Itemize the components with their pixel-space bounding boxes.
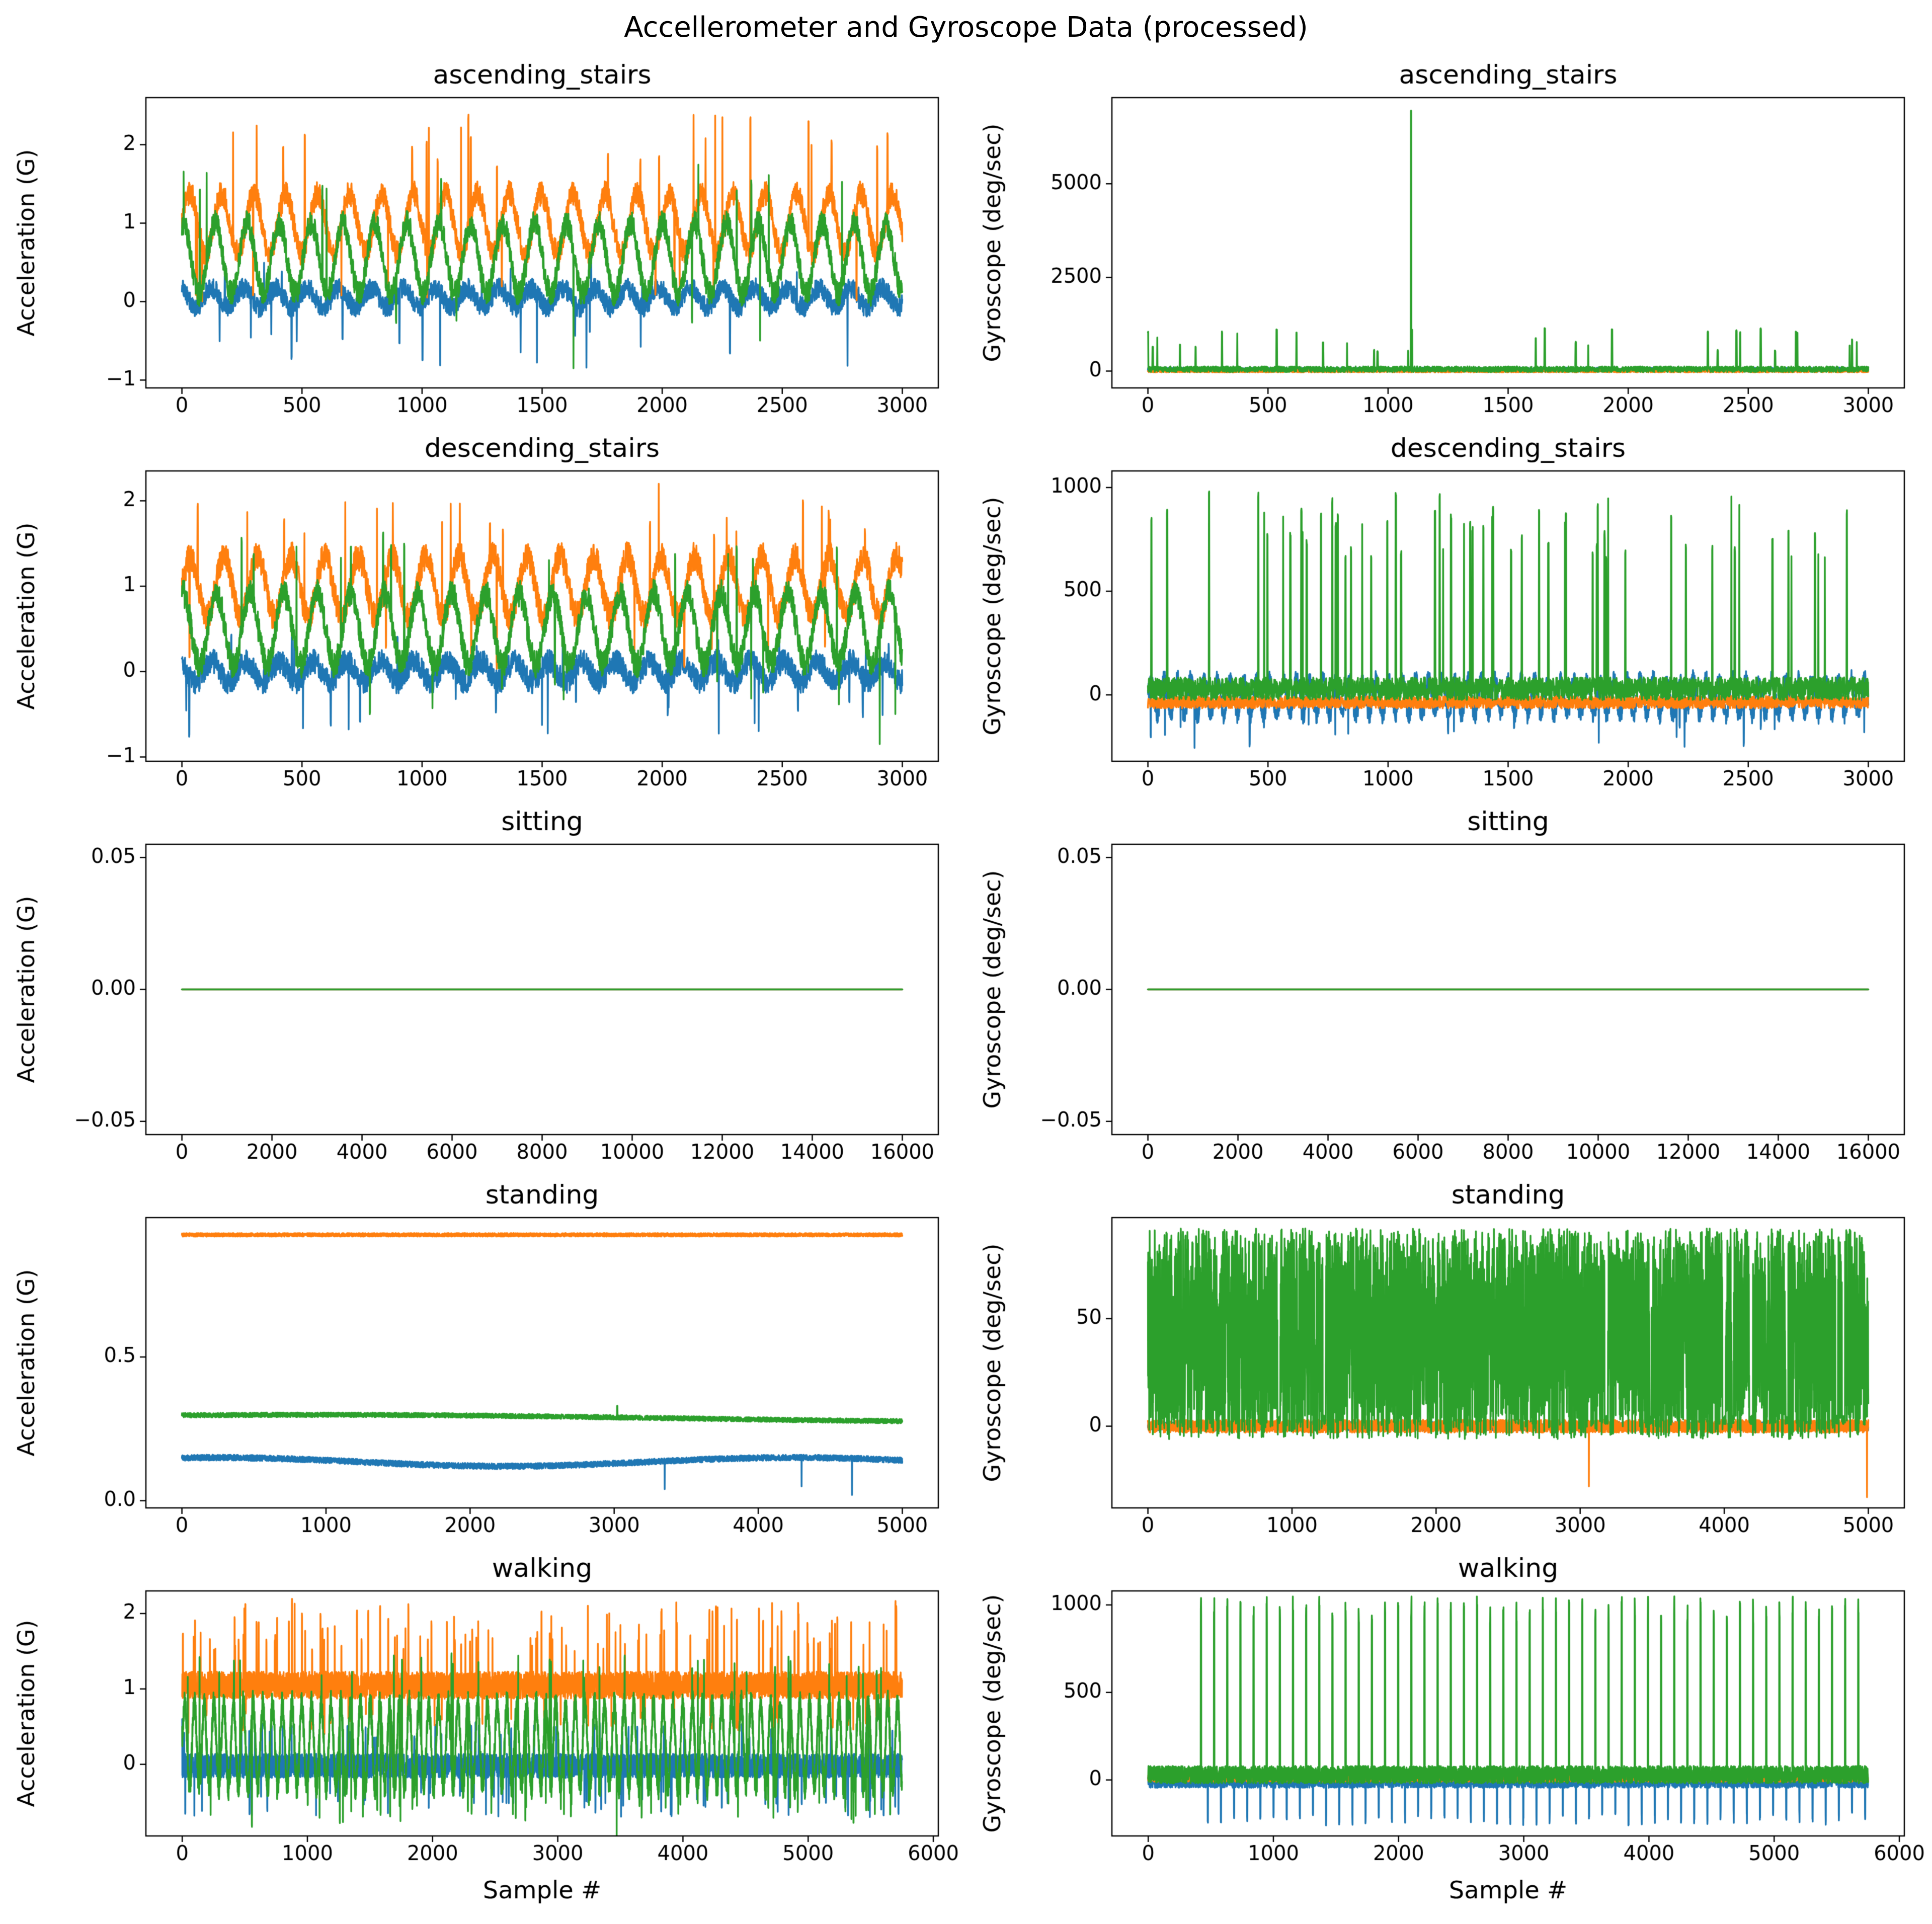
subplot-sitting-gyroscope	[966, 799, 1932, 1172]
subplot-walking-gyroscope	[966, 1546, 1932, 1919]
subplot-standing-acceleration	[0, 1172, 966, 1546]
subplot-ascending-stairs-acceleration	[0, 52, 966, 426]
subplot-sitting-acceleration	[0, 799, 966, 1172]
subplot-standing-gyroscope	[966, 1172, 1932, 1546]
subplot-ascending-stairs-gyroscope	[966, 52, 1932, 426]
subplot-grid	[0, 52, 1932, 1919]
figure-suptitle: Accellerometer and Gyroscope Data (proce…	[624, 11, 1308, 44]
subplot-descending-stairs-acceleration	[0, 426, 966, 799]
subplot-descending-stairs-gyroscope	[966, 426, 1932, 799]
subplot-walking-acceleration	[0, 1546, 966, 1919]
